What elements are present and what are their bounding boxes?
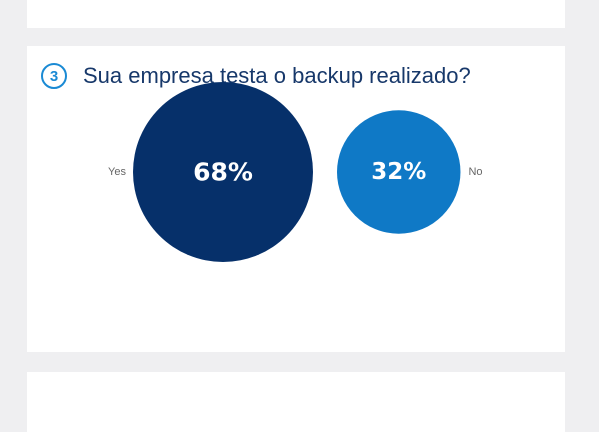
- bubble-label-no: No: [468, 166, 482, 178]
- bubble-chart: 68% Yes 32% No: [108, 82, 483, 262]
- bubble-yes: [133, 82, 313, 262]
- bubble-label-yes: Yes: [108, 166, 126, 178]
- bubble-no: [337, 110, 461, 234]
- bubble-value-no: 32%: [371, 159, 426, 185]
- question-number-badge: 3: [41, 63, 67, 89]
- next-card: [27, 372, 565, 432]
- bubble-value-yes: 68%: [193, 158, 253, 187]
- previous-card: [27, 0, 565, 28]
- question-header: 3 Sua empresa testa o backup realizado?: [41, 63, 471, 89]
- question-text: Sua empresa testa o backup realizado?: [83, 63, 471, 88]
- question-card: 3 Sua empresa testa o backup realizado? …: [27, 46, 565, 352]
